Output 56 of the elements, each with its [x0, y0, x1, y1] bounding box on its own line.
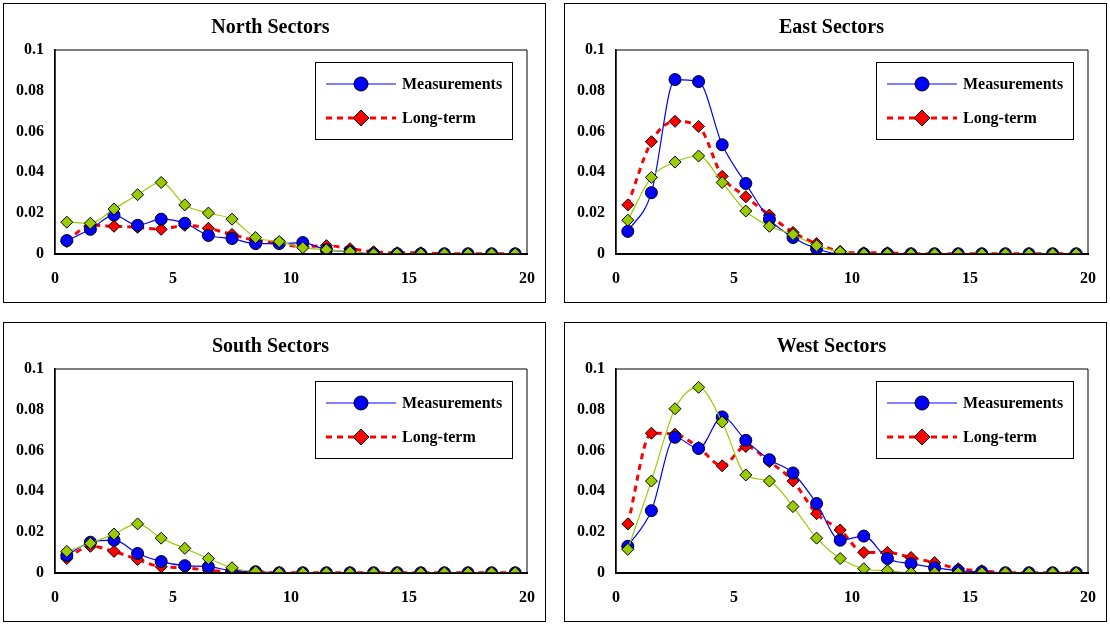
y-tick-label: 0.1	[24, 359, 44, 377]
chart-title: South Sectors	[211, 334, 330, 357]
x-tick-label: 10	[283, 268, 299, 286]
legend-label: Long-term	[402, 109, 476, 127]
y-tick-label: 0	[597, 562, 605, 580]
x-tick-label: 5	[730, 268, 738, 286]
y-tick-label: 0.06	[577, 440, 605, 458]
x-tick-label: 0	[612, 268, 620, 286]
y-tick-label: 0.1	[585, 359, 605, 377]
y-tick-label: 0.02	[577, 522, 605, 540]
y-tick-label: 0.06	[16, 440, 44, 458]
y-tick-label: 0.04	[16, 481, 44, 499]
y-tick-label: 0.02	[16, 522, 44, 540]
x-tick-label: 0	[51, 587, 59, 605]
x-tick-label: 20	[1080, 268, 1096, 286]
y-tick-label: 0.02	[577, 203, 605, 221]
y-tick-label: 0.1	[585, 40, 605, 58]
legend-label: Long-term	[963, 109, 1037, 127]
y-tick-label: 0.08	[16, 80, 44, 98]
x-tick-label: 5	[169, 587, 177, 605]
x-tick-label: 10	[844, 587, 860, 605]
y-tick-label: 0	[36, 562, 44, 580]
x-tick-label: 15	[401, 587, 417, 605]
chart-title: East Sectors	[779, 15, 885, 38]
x-tick-label: 20	[519, 268, 535, 286]
x-tick-label: 20	[1080, 587, 1096, 605]
y-tick-label: 0	[36, 243, 44, 261]
x-tick-label: 15	[401, 268, 417, 286]
x-tick-label: 0	[51, 268, 59, 286]
y-tick-label: 0	[597, 243, 605, 261]
y-tick-label: 0.04	[16, 162, 44, 180]
y-tick-label: 0.08	[16, 399, 44, 417]
x-tick-label: 10	[844, 268, 860, 286]
chart-title: North Sectors	[211, 15, 330, 38]
x-tick-label: 15	[962, 587, 978, 605]
y-tick-label: 0.1	[24, 40, 44, 58]
chart-title: West Sectors	[776, 334, 887, 357]
y-tick-label: 0.04	[577, 481, 605, 499]
x-tick-label: 5	[169, 268, 177, 286]
legend-label: Measurements	[963, 394, 1064, 412]
legend-label: Measurements	[963, 75, 1064, 93]
x-tick-label: 10	[283, 587, 299, 605]
y-tick-label: 0.08	[577, 399, 605, 417]
legend-label: Long-term	[963, 428, 1037, 446]
x-tick-label: 20	[519, 587, 535, 605]
legend-label: Measurements	[402, 394, 503, 412]
legend-label: Measurements	[402, 75, 503, 93]
x-tick-label: 0	[612, 587, 620, 605]
y-tick-label: 0.04	[577, 162, 605, 180]
legend-label: Long-term	[402, 428, 476, 446]
y-tick-label: 0.06	[16, 121, 44, 139]
y-tick-label: 0.02	[16, 203, 44, 221]
x-tick-label: 15	[962, 268, 978, 286]
y-tick-label: 0.08	[577, 80, 605, 98]
y-tick-label: 0.06	[577, 121, 605, 139]
x-tick-label: 5	[730, 587, 738, 605]
